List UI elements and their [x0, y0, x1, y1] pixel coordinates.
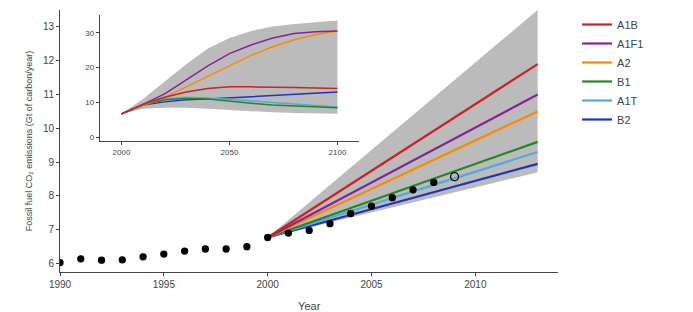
svg-text:13: 13: [43, 21, 55, 32]
svg-text:2100: 2100: [329, 148, 347, 157]
svg-text:2005: 2005: [360, 279, 383, 290]
svg-text:A1B: A1B: [617, 19, 638, 31]
svg-text:20: 20: [85, 63, 94, 72]
svg-text:10: 10: [85, 98, 94, 107]
svg-text:2050: 2050: [221, 148, 239, 157]
svg-text:11: 11: [44, 89, 55, 100]
svg-text:A2: A2: [617, 57, 630, 69]
svg-text:6: 6: [48, 258, 54, 269]
svg-text:7: 7: [48, 224, 54, 235]
svg-text:1995: 1995: [153, 279, 176, 290]
svg-text:12: 12: [43, 55, 55, 66]
svg-text:8: 8: [48, 190, 54, 201]
svg-text:1990: 1990: [49, 279, 72, 290]
svg-text:B1: B1: [617, 76, 630, 88]
svg-text:2000: 2000: [257, 279, 280, 290]
svg-text:10: 10: [43, 123, 55, 134]
svg-text:2010: 2010: [464, 279, 487, 290]
svg-text:0: 0: [90, 133, 95, 142]
svg-text:2000: 2000: [113, 148, 131, 157]
svg-text:9: 9: [48, 157, 54, 168]
svg-text:Year: Year: [298, 300, 321, 312]
svg-text:Fossil fuel CO₂ emissions (Gt: Fossil fuel CO₂ emissions (Gt of carbon/…: [24, 51, 34, 232]
svg-text:30: 30: [85, 29, 94, 38]
svg-text:A1T: A1T: [617, 95, 637, 107]
svg-text:B2: B2: [617, 114, 630, 126]
svg-text:A1F1: A1F1: [617, 38, 643, 50]
